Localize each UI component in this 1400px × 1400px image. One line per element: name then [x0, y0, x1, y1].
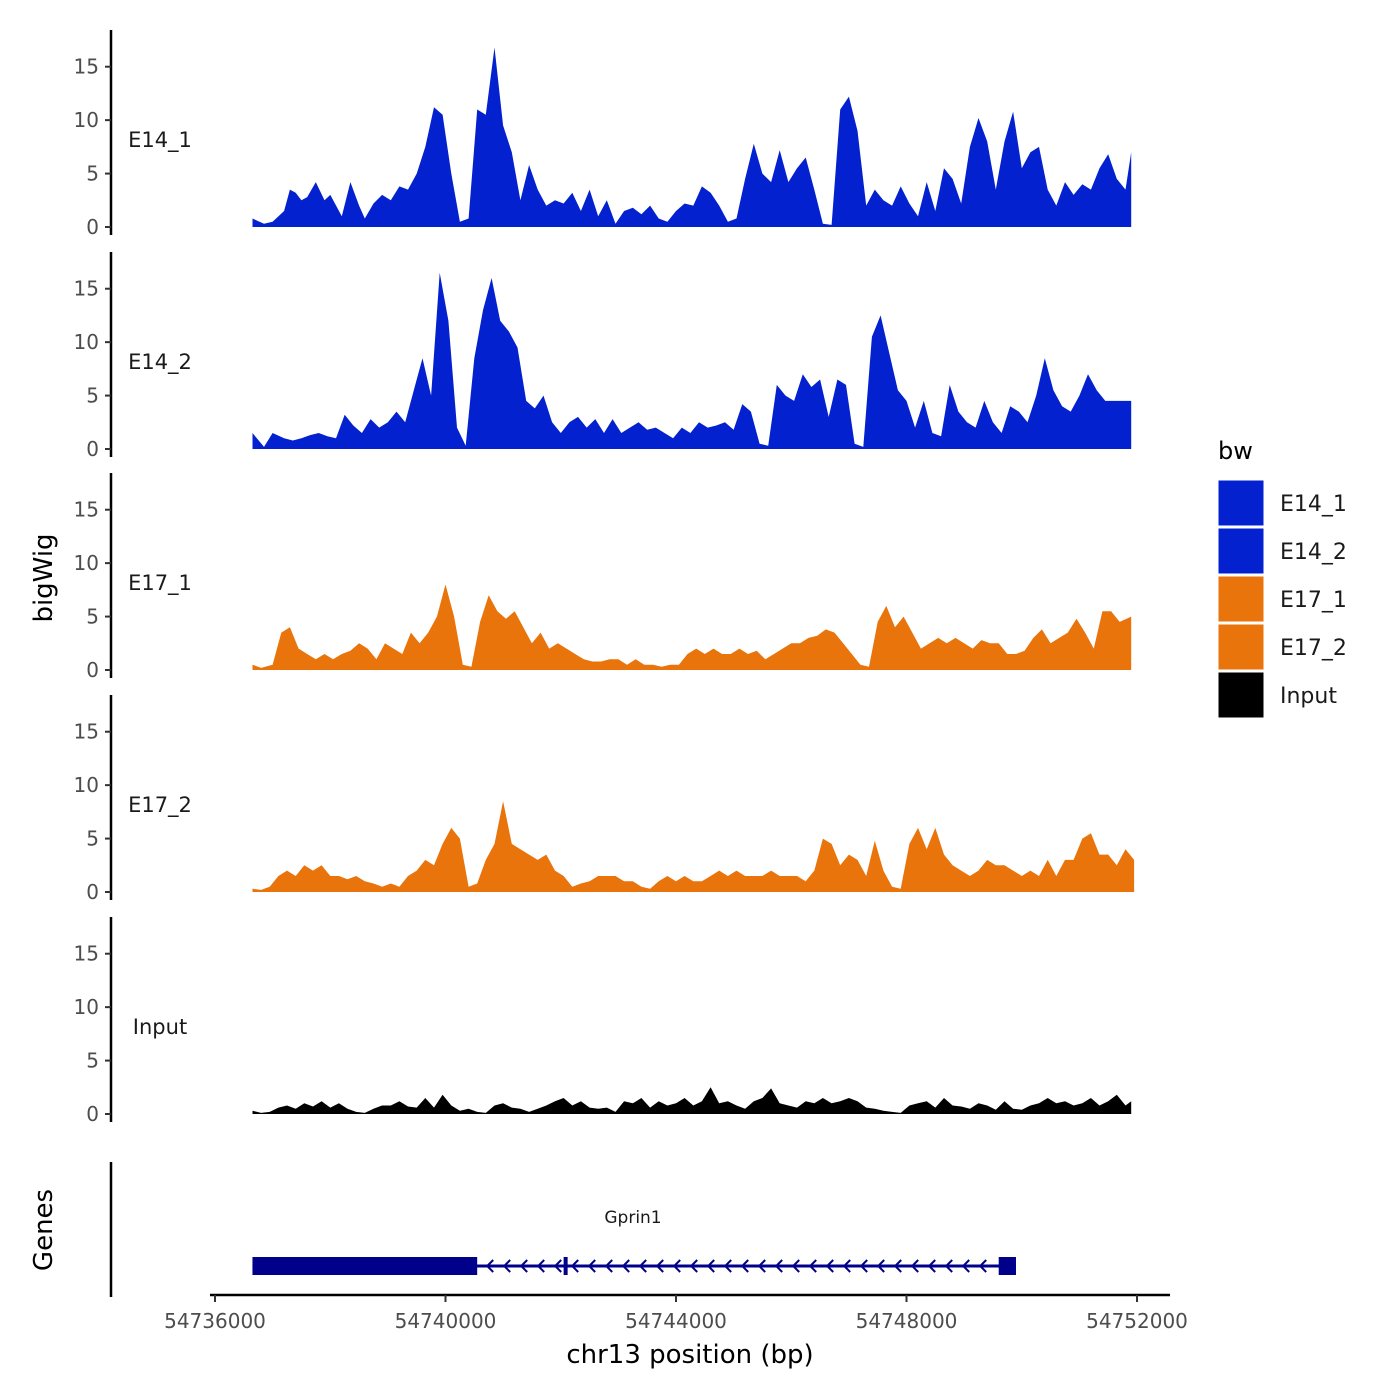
track-label: E14_1: [128, 128, 192, 153]
legend-label: E14_2: [1280, 540, 1347, 565]
strand-arrow: [910, 1259, 919, 1273]
track-label: E14_2: [128, 350, 192, 375]
gene-name-label: Gprin1: [604, 1208, 661, 1228]
strand-arrow: [587, 1259, 596, 1273]
signal-area-e17-2: [252, 801, 1135, 892]
x-tick-label: 54744000: [625, 1309, 727, 1333]
gene-exon: [998, 1257, 1016, 1275]
strand-arrow: [672, 1259, 681, 1273]
x-axis-title: chr13 position (bp): [566, 1340, 813, 1370]
strand-arrow: [927, 1259, 936, 1273]
y-tick-label: 15: [74, 498, 99, 522]
strand-arrow: [808, 1259, 817, 1273]
gene-layer: Gprin1: [252, 1208, 1016, 1275]
strand-arrow: [604, 1259, 613, 1273]
strand-arrow: [536, 1259, 545, 1273]
y-tick-label: 15: [74, 55, 99, 79]
strand-arrow: [723, 1259, 732, 1273]
legend-title: bw: [1218, 437, 1253, 465]
strand-arrow: [757, 1259, 766, 1273]
genes-panel: Genes Gprin1: [29, 1162, 1016, 1297]
legend-label: E14_1: [1280, 492, 1347, 517]
legend: bw E14_1 E14_2 E17_1 E17_2 Input: [1217, 437, 1347, 719]
strand-arrow: [791, 1259, 800, 1273]
gene-exon: [252, 1257, 478, 1275]
legend-items: E14_1 E14_2 E17_1 E17_2 Input: [1217, 479, 1347, 719]
y-tick-label: 10: [74, 995, 99, 1019]
strand-arrow: [774, 1259, 783, 1273]
y-tick-label: 15: [74, 720, 99, 744]
strand-arrow: [825, 1259, 834, 1273]
track-panel-e17-1: 0 5 10 15 E17_1: [74, 473, 1132, 682]
legend-swatch: [1217, 527, 1265, 575]
strand-arrow: [859, 1259, 868, 1273]
x-tick-label: 54752000: [1086, 1309, 1188, 1333]
y-tick-label: 15: [74, 277, 99, 301]
strand-arrow: [961, 1259, 970, 1273]
y-tick-label: 10: [74, 330, 99, 354]
strand-arrow: [944, 1259, 953, 1273]
track-panel-e17-2: 0 5 10 15 E17_2: [74, 695, 1135, 904]
y-tick-label: 0: [86, 880, 99, 904]
legend-swatch: [1217, 671, 1265, 719]
x-tick-label: 54740000: [395, 1309, 497, 1333]
legend-label: Input: [1280, 684, 1337, 709]
strand-arrow: [485, 1259, 494, 1273]
y-tick-label: 0: [86, 1102, 99, 1126]
x-axis: 54736000 54740000 54744000 54748000 54752000…: [164, 1293, 1188, 1370]
strand-arrow: [655, 1259, 664, 1273]
legend-swatch: [1217, 623, 1265, 671]
y-tick-label: 5: [86, 384, 99, 408]
y-tick-label: 5: [86, 605, 99, 629]
y-tick-label: 10: [74, 108, 99, 132]
signal-area-e14-1: [252, 47, 1132, 227]
gene-exon: [563, 1257, 568, 1275]
strand-arrow: [519, 1259, 528, 1273]
genes-axis-title: Genes: [29, 1189, 59, 1271]
track-label: E17_2: [128, 793, 192, 818]
legend-swatch: [1217, 479, 1265, 527]
track-label: Input: [133, 1015, 187, 1039]
y-tick-label: 0: [86, 437, 99, 461]
y-tick-label: 15: [74, 942, 99, 966]
legend-label: E17_1: [1280, 588, 1347, 613]
signal-area-e14-2: [252, 272, 1132, 449]
signal-area-input: [252, 1087, 1132, 1114]
y-axis-title: bigWig: [29, 533, 59, 622]
strand-arrow: [689, 1259, 698, 1273]
strand-arrow: [706, 1259, 715, 1273]
track-panel-e14-2: 0 5 10 15 E14_2: [74, 252, 1132, 461]
strand-arrow: [740, 1259, 749, 1273]
y-tick-label: 5: [86, 1049, 99, 1073]
strand-arrow: [638, 1259, 647, 1273]
strand-arrow: [842, 1259, 851, 1273]
track-label: E17_1: [128, 571, 192, 596]
strand-arrow: [502, 1259, 511, 1273]
legend-swatch: [1217, 575, 1265, 623]
y-tick-label: 0: [86, 215, 99, 239]
strand-arrow: [876, 1259, 885, 1273]
strand-arrow: [978, 1259, 987, 1273]
strand-arrow: [570, 1259, 579, 1273]
track-panel-e14-1: 0 5 10 15 E14_1: [74, 30, 1132, 239]
legend-label: E17_2: [1280, 636, 1347, 661]
y-tick-label: 5: [86, 827, 99, 851]
y-tick-label: 0: [86, 658, 99, 682]
y-tick-label: 10: [74, 773, 99, 797]
tracks-layer: 0 5 10 15 E14_1 0 5 10 15 E14_2 0 5 10 15 E17_1 0 5 10 15 E…: [74, 30, 1135, 1126]
track-panel-input: 0 5 10 15 Input: [74, 917, 1132, 1126]
y-tick-label: 5: [86, 162, 99, 186]
x-ticks: 54736000 54740000 54744000 54748000 54752000: [164, 1295, 1188, 1333]
x-tick-label: 54736000: [164, 1309, 266, 1333]
strand-arrow: [893, 1259, 902, 1273]
x-tick-label: 54748000: [856, 1309, 958, 1333]
signal-area-e17-1: [252, 584, 1132, 670]
strand-arrow: [621, 1259, 630, 1273]
y-tick-label: 10: [74, 551, 99, 575]
strand-arrow: [553, 1259, 562, 1273]
